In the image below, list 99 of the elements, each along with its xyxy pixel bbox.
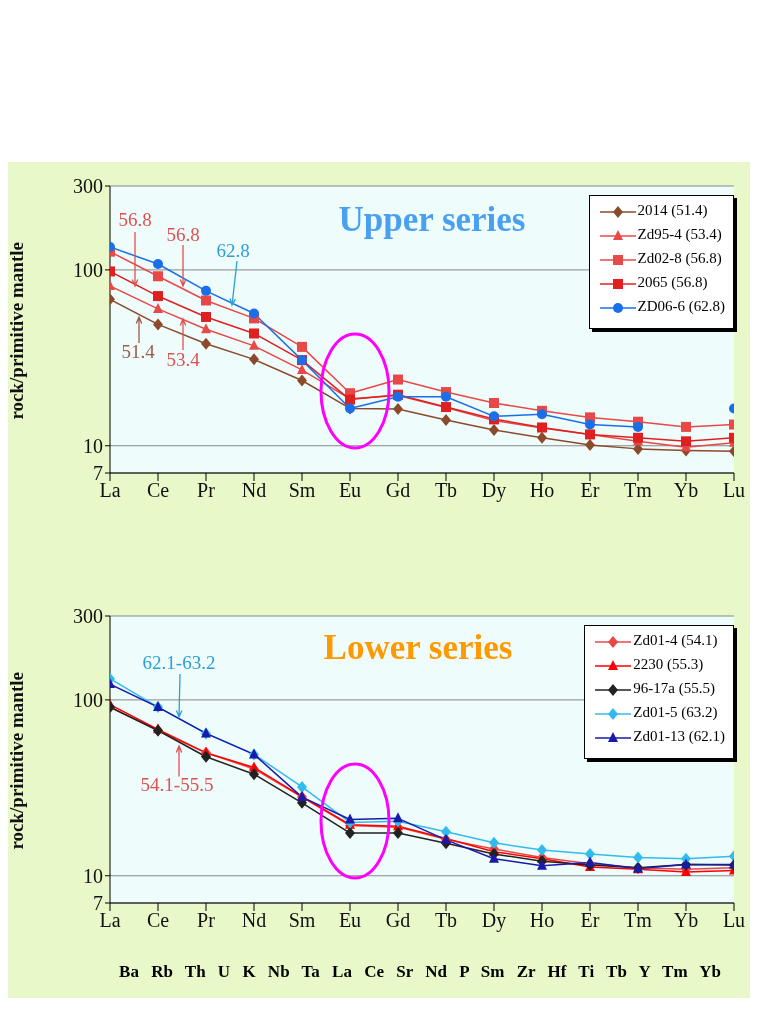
point <box>153 291 163 302</box>
legend-label: Zd02-8 (56.8) <box>637 250 722 266</box>
point <box>537 844 547 857</box>
point <box>585 439 595 451</box>
point <box>249 768 259 781</box>
x-tick-label: La <box>99 909 121 932</box>
x-tick-label: Nd <box>241 479 267 502</box>
x-tick-label: Er <box>580 479 600 502</box>
point <box>585 419 595 430</box>
x-tick-label: Lu <box>722 909 746 932</box>
x-tick-label: Pr <box>197 479 216 502</box>
point <box>441 391 451 402</box>
x-tick-label: Tb <box>434 909 458 932</box>
point <box>201 295 211 306</box>
point <box>393 812 403 823</box>
point <box>393 827 403 840</box>
point <box>441 825 451 838</box>
point <box>393 374 403 385</box>
x-tick-label: Nd <box>241 909 267 932</box>
point <box>393 402 403 415</box>
legend-label: 2230 (55.3) <box>633 656 704 672</box>
annotation: 51.4 <box>121 341 155 363</box>
x-tick-label: Pr <box>197 909 216 932</box>
y-tick-label: 100 <box>73 689 103 711</box>
point <box>297 374 307 387</box>
y-tick-label: 10 <box>83 434 103 457</box>
x-tick-label: Sm <box>288 479 316 502</box>
x-tick-label: Tm <box>624 479 653 502</box>
legend-label: Zd01-4 (54.1) <box>633 632 718 648</box>
legend-label: Zd95-4 (53.4) <box>637 226 722 242</box>
x-tick-label: Ce <box>146 909 170 932</box>
x-tick-label: Ho <box>529 909 555 932</box>
point <box>249 308 259 319</box>
x-tick-label: Tm <box>624 909 653 932</box>
point <box>489 852 499 863</box>
y-tick-label: 300 <box>73 175 103 198</box>
y-tick-label: 300 <box>73 605 103 628</box>
point <box>153 318 163 331</box>
legend-label: 96-17a (55.5) <box>633 680 715 696</box>
point <box>153 302 163 313</box>
point <box>441 414 451 427</box>
annotation: 53.4 <box>166 349 200 371</box>
x-tick-label: Yb <box>673 909 699 932</box>
point <box>201 750 211 763</box>
annotation: 62.1-63.2 <box>142 652 216 674</box>
point <box>297 780 307 793</box>
text: Ba Rb Th U K Nb Ta La Ce Sr Nd P Sm Zr Hf Ti Tb Y Tm Yb <box>119 962 721 982</box>
y-axis-title: rock/primitive mantle <box>5 672 27 850</box>
point <box>201 337 211 350</box>
y-axis-title: rock/primitive mantle <box>5 242 27 420</box>
point <box>201 323 211 334</box>
point <box>345 827 355 840</box>
x-tick-label: Gd <box>385 479 411 502</box>
point <box>537 409 547 420</box>
x-tick-label: Yb <box>673 479 699 502</box>
annotation: 62.8 <box>216 240 250 262</box>
legend-label: Zd01-5 (63.2) <box>633 704 718 720</box>
x-tick-label: Ho <box>529 479 555 502</box>
x-tick-label: Eu <box>338 479 362 502</box>
x-tick-label: Dy <box>481 479 507 503</box>
point <box>585 847 595 860</box>
point <box>153 259 163 270</box>
x-tick-label: La <box>99 479 121 502</box>
point <box>537 859 547 870</box>
x-tick-label: Sm <box>288 909 316 932</box>
point <box>681 421 691 432</box>
point <box>489 398 499 409</box>
point <box>297 341 307 352</box>
point <box>489 836 499 849</box>
point <box>201 285 211 296</box>
point <box>633 851 643 864</box>
x-tick-label: Er <box>580 909 600 932</box>
chart-title: Lower series <box>323 628 513 668</box>
x-tick-label: Eu <box>338 909 362 932</box>
legend-label: 2014 (51.4) <box>637 202 708 218</box>
annotation: 56.8 <box>166 224 200 246</box>
x-tick-label: Lu <box>722 479 746 502</box>
annotation: 54.1-55.5 <box>140 774 214 796</box>
point <box>345 813 355 824</box>
point <box>633 421 643 432</box>
x-tick-label: Dy <box>481 909 507 933</box>
point <box>489 423 499 436</box>
point <box>681 436 691 447</box>
chart-title: Upper series <box>338 200 526 240</box>
point <box>153 271 163 282</box>
x-tick-label: Gd <box>385 909 411 932</box>
annotation: 56.8 <box>118 209 152 231</box>
point <box>249 328 259 339</box>
point <box>249 353 259 366</box>
point <box>537 431 547 444</box>
point <box>201 311 211 322</box>
legend-label: ZD06-6 (62.8) <box>637 298 725 314</box>
y-tick-label: 100 <box>73 259 103 281</box>
legend-label: 2065 (56.8) <box>637 274 708 290</box>
x-tick-label: Ce <box>146 479 170 502</box>
x-tick-label: Tb <box>434 479 458 502</box>
legend-label: Zd01-13 (62.1) <box>633 728 725 744</box>
y-tick-label: 10 <box>83 864 103 887</box>
point <box>249 339 259 350</box>
